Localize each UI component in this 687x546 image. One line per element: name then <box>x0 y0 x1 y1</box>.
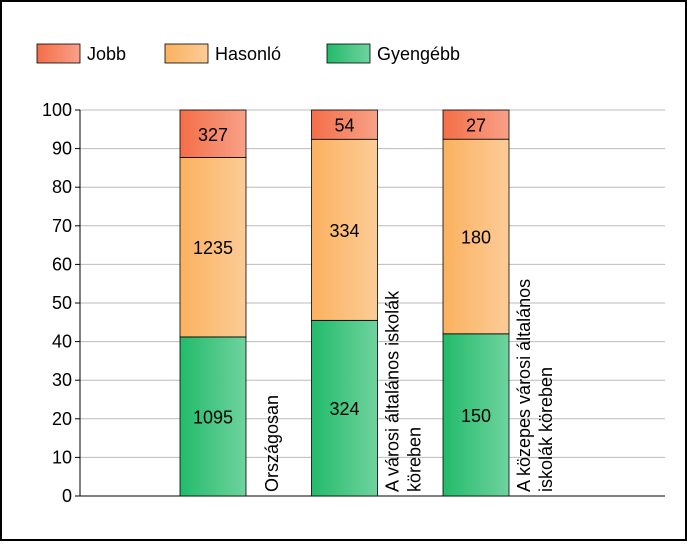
legend-swatch <box>326 43 371 64</box>
y-tick-label: 20 <box>52 409 72 429</box>
data-label: 54 <box>334 116 354 136</box>
y-tick-label: 0 <box>62 486 72 506</box>
data-label: 150 <box>461 406 491 426</box>
x-tick-label: iskolák köreben <box>536 367 556 492</box>
bar-segment <box>442 109 510 140</box>
bar-segment <box>179 109 247 158</box>
y-tick-label: 90 <box>52 139 72 159</box>
x-tick-label: A közepes városi általános <box>514 279 534 492</box>
x-tick-label: köreben <box>405 427 425 492</box>
legend-swatch <box>164 43 209 64</box>
legend-label: Jobb <box>87 44 126 64</box>
data-label: 327 <box>198 125 228 145</box>
legend-swatch <box>36 43 81 64</box>
bar-segment <box>179 157 247 338</box>
y-tick-label: 50 <box>52 293 72 313</box>
data-label: 180 <box>461 228 491 248</box>
x-tick-label: Országosan <box>262 395 282 492</box>
data-label: 1095 <box>193 407 233 427</box>
data-label: 324 <box>329 399 359 419</box>
y-tick-label: 80 <box>52 177 72 197</box>
y-tick-label: 40 <box>52 332 72 352</box>
bar-segment <box>311 138 378 321</box>
bar-segment <box>442 138 510 335</box>
bar-segment <box>311 109 378 140</box>
x-tick-label: A városi általános iskolák <box>383 290 403 492</box>
legend-label: Gyengébb <box>377 44 460 64</box>
y-tick-label: 10 <box>52 447 72 467</box>
bar-segment <box>311 319 378 497</box>
y-tick-label: 70 <box>52 216 72 236</box>
data-label: 334 <box>329 221 359 241</box>
data-label: 1235 <box>193 238 233 258</box>
bar-segment <box>179 336 247 497</box>
y-tick-label: 30 <box>52 370 72 390</box>
bar-segment <box>442 333 510 497</box>
y-tick-label: 100 <box>42 100 72 120</box>
data-label: 27 <box>466 116 486 136</box>
legend-label: Hasonló <box>215 44 281 64</box>
y-tick-label: 60 <box>52 254 72 274</box>
